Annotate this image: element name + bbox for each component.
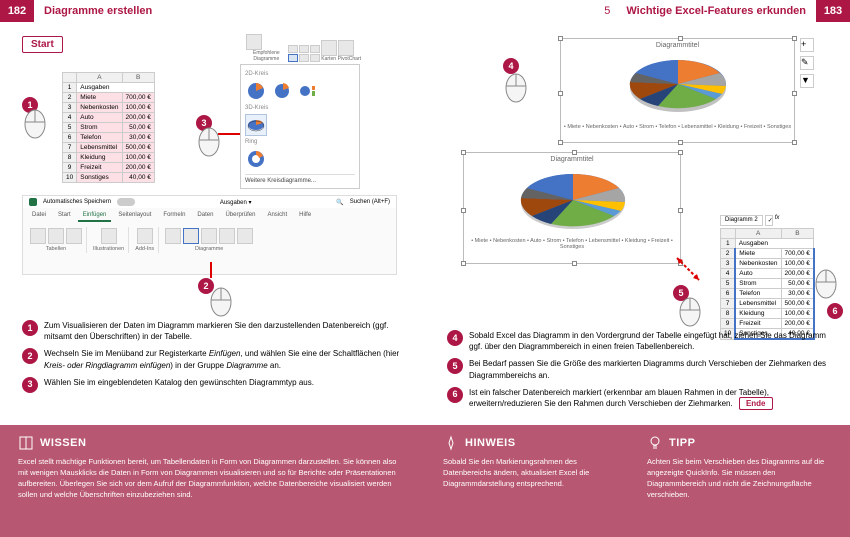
red-arrow-vertical [210,262,212,278]
tipp-box: TIPP Achten Sie beim Verschieben des Dia… [629,425,850,537]
ribbon-titlebar: Automatisches Speichern Ausgaben ▾ 🔍 Suc… [23,196,396,208]
step-marker-6: 6 [827,303,843,319]
steps-list-right: 4Sobald Excel das Diagramm in den Vorder… [447,330,828,415]
tab-ansicht[interactable]: Ansicht [262,210,292,222]
step-6-text: Ist ein falscher Datenbereich markiert (… [469,387,828,409]
mouse-icon [208,286,234,318]
pie-3d-chart-panel[interactable]: Diagrammtitel • Miete • Nebenkosten • A [560,38,795,143]
autosave-toggle[interactable] [117,198,135,206]
chart-brush-icon[interactable]: ✎ [800,56,814,70]
ribbon-group-charts: Diagramme [161,227,257,253]
pie-flat-svg [464,166,682,234]
tab-daten[interactable]: Daten [192,210,218,222]
ribbon-charts-snippet: Empfohlene Diagramme Karten PivotChart [246,38,361,62]
tab-formeln[interactable]: Formeln [158,210,190,222]
menu-section-3d: 3D-Kreis [245,105,355,111]
step-3-text: Wählen Sie im eingeblendeten Katalog den… [44,377,403,393]
menu-section-2d: 2D-Kreis [245,71,355,77]
excel-icon [29,198,37,206]
hinweis-text: Sobald Sie den Markierungsrahmen des Dat… [443,457,611,490]
steps-list-left: 1Zum Visualisieren der Daten im Diagramm… [22,320,403,399]
resize-arrow [675,256,703,284]
step-5-text: Bei Bedarf passen Sie die Größe des mark… [469,358,828,380]
tab-start[interactable]: Start [53,210,76,222]
pie-3d-svg [561,52,796,120]
header-right: 5 Wichtige Excel-Features erkunden 183 [425,0,850,22]
hinweis-tipp-row: HINWEIS Sobald Sie den Markierungsrahmen… [425,425,850,537]
chapter-title-right: Wichtige Excel-Features erkunden [616,5,816,17]
small-data-table: Diagramm 2 ✓ fx AB 1Ausgaben 2Miete700,0… [720,215,815,340]
tab-datei[interactable]: Datei [27,210,51,222]
chapter-number: 5 [604,5,616,17]
tab-seitenlayout[interactable]: Seitenlayout [113,210,156,222]
excel-data-table: AB 1Ausgaben 2Miete700,00 € 3Nebenkosten… [62,72,155,183]
step-2-text: Wechseln Sie im Menüband zur Registerkar… [44,348,403,370]
pin-icon [443,435,459,451]
book-spread: 182 Diagramme erstellen Start 1 AB 1Ausg… [0,0,850,537]
pie-2d-option[interactable] [245,80,267,102]
mouse-icon [813,268,839,300]
page-number-left: 182 [0,0,34,22]
chart-legend-2: • Miete • Nebenkosten • Auto • Strom • T… [464,236,680,252]
mouse-icon [503,72,529,104]
book-icon [18,435,34,451]
chart-filter-icon[interactable]: ▼ [800,74,814,88]
pie-exploded-option[interactable] [271,80,293,102]
mouse-icon [22,108,48,140]
table-header-cell: Ausgaben [77,83,155,93]
pie-3d-option[interactable] [245,114,267,136]
step-4-text: Sobald Excel das Diagramm in den Vorderg… [469,330,828,352]
more-pie-charts[interactable]: Weitere Kreisdiagramme... [245,174,355,184]
bulb-icon [647,435,663,451]
wissen-box-row: WISSEN Excel stellt mächtige Funktionen … [0,425,425,537]
mouse-icon [677,296,703,328]
ribbon-group-addins: Add-Ins [131,227,159,253]
name-box[interactable]: Diagramm 2 [720,215,763,226]
wissen-text: Excel stellt mächtige Funktionen bereit,… [18,457,407,501]
mouse-icon [196,126,222,158]
chart-legend: • Miete • Nebenkosten • Auto • Strom • T… [561,122,794,132]
pie-flat-chart-panel[interactable]: Diagrammtitel • Miete • Nebenkosten • A [463,152,681,264]
step-1-text: Zum Visualisieren der Daten im Diagramm … [44,320,403,342]
chart-type-menu[interactable]: 2D-Kreis 3D-Kreis Ring Weitere Kreisdiag… [240,64,360,189]
right-page: 5 Wichtige Excel-Features erkunden 183 D… [425,0,850,537]
wissen-box: WISSEN Excel stellt mächtige Funktionen … [0,425,425,537]
chart-plus-icon[interactable]: + [800,38,814,52]
ribbon-group-illustrations: Illustrationen [89,227,129,253]
ribbon-group-tables: Tabellen [26,227,87,253]
hinweis-box: HINWEIS Sobald Sie den Markierungsrahmen… [425,425,629,537]
tab-hilfe[interactable]: Hilfe [294,210,316,222]
page-number-right: 183 [816,0,850,22]
chart-side-buttons: + ✎ ▼ [800,38,844,88]
pie-bar-option[interactable] [297,80,319,102]
start-badge: Start [22,36,63,53]
left-page: 182 Diagramme erstellen Start 1 AB 1Ausg… [0,0,425,537]
menu-section-ring: Ring [245,139,355,145]
doughnut-option[interactable] [245,148,267,170]
end-badge: Ende [739,397,773,410]
header-left: 182 Diagramme erstellen [0,0,425,22]
ribbon-tabs: Datei Start Einfügen Seitenlayout Formel… [23,208,396,224]
tipp-text: Achten Sie beim Verschieben des Diagramm… [647,457,832,501]
tab-einfuegen[interactable]: Einfügen [78,210,112,222]
tab-ueberpruefen[interactable]: Überprüfen [220,210,260,222]
chapter-title-left: Diagramme erstellen [34,5,162,17]
